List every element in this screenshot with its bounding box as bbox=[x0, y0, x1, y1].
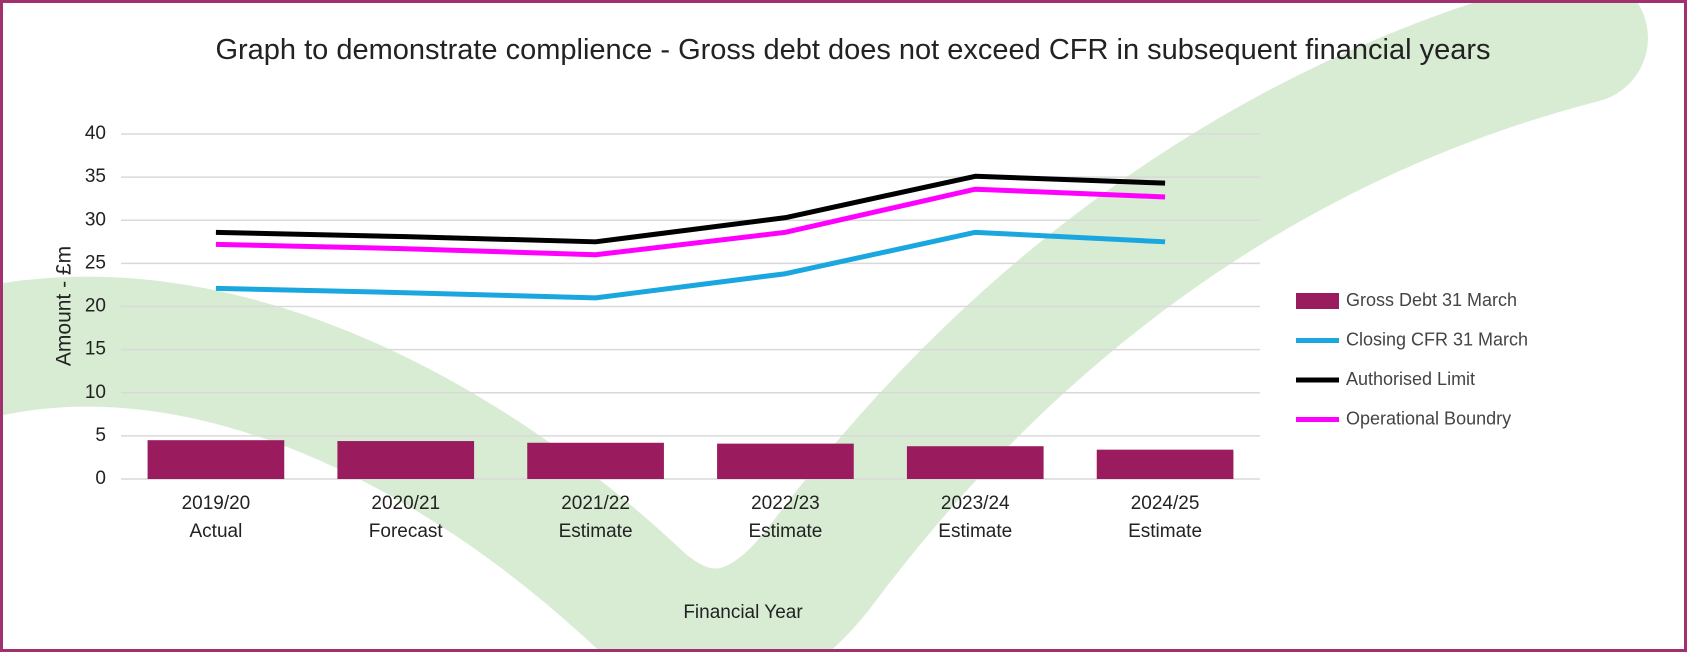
x-tick-label: Estimate bbox=[748, 521, 822, 542]
y-axis-title: Amount - £m bbox=[53, 246, 76, 366]
bar bbox=[337, 441, 475, 479]
x-tick-label: Actual bbox=[190, 521, 243, 542]
x-tick-label: Forecast bbox=[369, 521, 444, 542]
legend-label: Operational Boundry bbox=[1346, 408, 1511, 428]
x-tick-label: Estimate bbox=[559, 521, 633, 542]
line bbox=[215, 173, 1166, 245]
legend-label: Gross Debt 31 March bbox=[1346, 290, 1517, 310]
x-tick-label: 2022/23 bbox=[751, 493, 820, 514]
y-tick-label: 10 bbox=[85, 382, 106, 403]
y-tick-label: 5 bbox=[95, 425, 106, 446]
x-tick-label: Estimate bbox=[1128, 521, 1202, 542]
background-tick bbox=[3, 3, 1648, 649]
line bbox=[215, 186, 1166, 258]
y-tick-label: 40 bbox=[85, 123, 106, 144]
legend-label: Closing CFR 31 March bbox=[1346, 329, 1528, 349]
x-axis-title: Financial Year bbox=[683, 602, 803, 623]
legend-label: Authorised Limit bbox=[1346, 369, 1475, 389]
x-tick-label: 2020/21 bbox=[371, 493, 440, 514]
y-tick-label: 15 bbox=[85, 339, 106, 360]
y-tick-label: 35 bbox=[85, 166, 106, 187]
x-tick-label: 2023/24 bbox=[941, 493, 1010, 514]
bar bbox=[717, 443, 854, 479]
y-tick-label: 20 bbox=[85, 296, 106, 317]
chart: Financial Year Amount - £m 0 5 10 15 20 25 30 3… bbox=[3, 3, 1648, 649]
bar bbox=[1096, 449, 1234, 479]
chart-title: Graph to demonstrate complience - Gross … bbox=[215, 34, 1491, 66]
bar bbox=[147, 440, 285, 479]
legend-swatch bbox=[1296, 293, 1339, 309]
x-tick-label: 2024/25 bbox=[1131, 493, 1200, 514]
bar bbox=[527, 442, 664, 479]
x-tick-label: 2019/20 bbox=[182, 493, 251, 514]
x-tick-label: Estimate bbox=[938, 521, 1012, 542]
y-tick-label: 0 bbox=[95, 468, 106, 489]
x-tick-label: 2021/22 bbox=[561, 493, 630, 514]
y-tick-label: 30 bbox=[85, 209, 106, 230]
line bbox=[215, 229, 1166, 301]
y-tick-label: 25 bbox=[85, 252, 106, 273]
bar bbox=[906, 446, 1044, 479]
